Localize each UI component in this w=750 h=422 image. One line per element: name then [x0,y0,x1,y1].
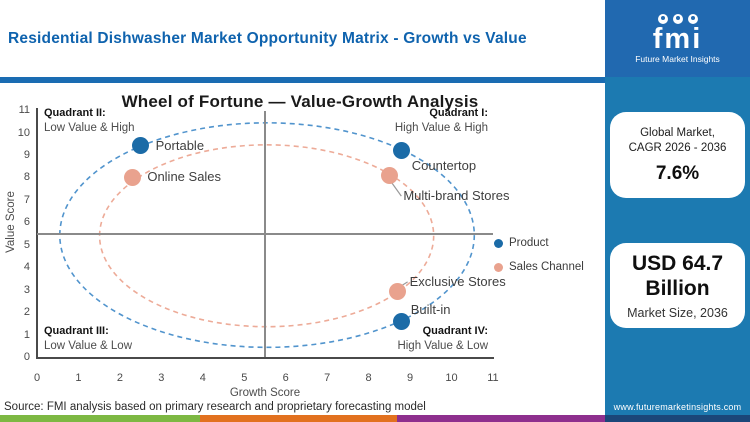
quadrant-1-subtitle: High Value & High [394,122,488,134]
cagr-card-line1: Global Market, [640,126,715,139]
data-point-label: Exclusive Stores [409,273,506,289]
quadrant-3-title: Quadrant III: [44,325,109,337]
market-size-value-line2: Billion [645,277,710,300]
quadrant-divider-horizontal [37,232,493,235]
data-point-label: Online Sales [147,169,222,185]
bottom-bar-segment [200,415,397,422]
scatter-chart: Wheel of Fortune — Value-Growth Analysis… [0,84,600,415]
cagr-value: 7.6% [655,162,700,184]
y-tick-label: 4 [23,261,30,274]
page-title: Residential Dishwasher Market Opportunit… [8,29,527,47]
website-url: www.futuremarketinsights.com [613,402,742,412]
label-leader-line [390,181,402,197]
x-tick-label: 5 [241,372,248,384]
y-tick-label: 5 [23,238,30,251]
cagr-card: Global Market, CAGR 2026 - 2036 7.6% [610,112,745,198]
chart-title: Wheel of Fortune — Value-Growth Analysis [121,92,479,111]
logo-figures-icon [657,13,698,24]
logo-figure-icon [687,13,698,24]
y-tick-label: 10 [17,126,30,139]
quadrant-2-title: Quadrant II: [44,107,106,119]
quadrant-1-title: Quadrant I: [429,107,488,119]
logo-figure-icon [672,13,683,24]
fmi-logo-text: fmi [652,22,703,55]
quadrant-2-subtitle: Low Value & High [44,122,135,134]
data-point [380,166,398,184]
legend-item-sales-channel: Sales Channel [494,260,584,274]
x-tick-label: 2 [116,372,123,384]
legend: Product Sales Channel [494,236,584,284]
market-size-value-line1: USD 64.7 [631,252,724,275]
y-axis-line [36,108,38,357]
x-tick-label: 6 [282,372,289,384]
quadrant-4-label: Quadrant IV: High Value & Low [397,324,488,354]
header-divider [0,77,605,83]
legend-label: Product [509,237,549,249]
logo-figure-icon [657,13,668,24]
fmi-logo-subtitle: Future Market Insights [635,53,720,64]
y-tick-label: 7 [23,193,30,206]
x-tick-label: 0 [33,372,41,384]
market-size-label: Market Size, 2036 [627,306,728,320]
source-note: Source: FMI analysis based on primary re… [4,401,426,413]
quadrant-4-title: Quadrant IV: [422,325,488,337]
x-tick-label: 11 [487,372,499,384]
x-tick-label: 8 [365,372,372,384]
cagr-card-line2: CAGR 2026 - 2036 [628,141,727,154]
quadrant-3-label: Quadrant III: Low Value & Low [44,324,132,354]
data-point [393,312,411,330]
y-tick-label: 8 [23,171,30,184]
legend-label: Sales Channel [509,261,584,273]
x-tick-label: 10 [445,372,458,384]
bottom-bar-segment [605,415,750,422]
x-tick-label: 9 [406,372,414,384]
y-tick-label: 3 [23,283,30,296]
y-tick-label: 2 [23,306,30,319]
x-tick-label: 1 [75,372,82,384]
data-point-label: Portable [155,137,205,153]
data-point-label: Built-in [410,302,451,318]
data-point [123,168,141,186]
y-tick-label: 11 [18,104,30,117]
sidebar: fmi Future Market Insights Global Market… [605,0,750,422]
y-tick-label: 1 [23,328,30,341]
quadrant-4-subtitle: High Value & Low [397,340,488,352]
y-tick-label: 0 [23,351,30,363]
y-axis-title: Value Score [5,191,17,253]
quadrant-1-label: Quadrant I: High Value & High [395,106,488,136]
data-point [393,141,411,159]
market-size-card: USD 64.7 Billion Market Size, 2036 [610,243,745,328]
data-point [132,137,150,155]
data-point-label: Multi-brand Stores [403,188,510,204]
product-legend-dot-icon [494,238,503,248]
data-point [389,283,407,301]
legend-item-product: Product [494,236,584,250]
quadrant-3-subtitle: Low Value & Low [44,340,133,352]
x-tick-label: 4 [199,372,206,384]
x-tick-label: 7 [324,372,331,384]
sales-channel-wheel-ellipse [98,144,435,328]
y-tick-label: 9 [23,148,30,161]
x-axis-line [36,357,494,359]
quadrant-2-label: Quadrant II: Low Value & High [44,106,135,136]
x-axis-title: Growth Score [229,387,301,399]
bottom-bar-segment [0,415,200,422]
x-tick-label: 3 [158,372,165,384]
sales-channel-legend-dot-icon [494,262,503,272]
y-tick-label: 6 [23,216,30,229]
bottom-bar-segment [397,415,605,422]
data-point-label: Countertop [411,158,477,174]
fmi-logo: fmi Future Market Insights [605,0,750,77]
product-wheel-ellipse [58,122,476,349]
bottom-color-bar [0,415,750,422]
header: Residential Dishwasher Market Opportunit… [0,0,605,77]
